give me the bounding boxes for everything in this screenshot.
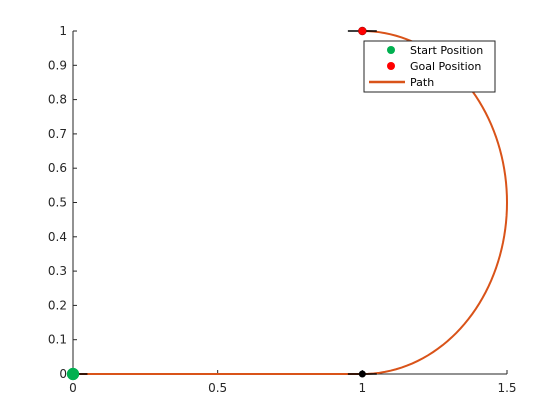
waypoint-marker [358, 370, 366, 378]
x-tick-label: 0 [69, 381, 77, 395]
x-tick-label: 0.5 [208, 381, 227, 395]
legend-marker-symbol [387, 62, 395, 70]
legend-entry-start: Start Position [387, 44, 483, 57]
goal-position-legend-marker [387, 62, 395, 70]
legend-marker-symbol [387, 46, 395, 54]
x-tick-label: 1 [359, 381, 367, 395]
legend-label-start-position: Start Position [410, 44, 483, 57]
legend-entry-path: Path [369, 76, 434, 89]
y-tick-label: 0.8 [48, 93, 67, 107]
legend-label-path: Path [410, 76, 434, 89]
y-tick-label: 0.4 [48, 230, 67, 244]
y-tick-label: 0.2 [48, 298, 67, 312]
x-tick-label: 1.5 [497, 381, 516, 395]
y-tick-label: 0.7 [48, 127, 67, 141]
y-tick-label: 0.6 [48, 161, 67, 175]
y-tick-label: 0 [59, 367, 67, 381]
y-tick-label: 1 [59, 24, 67, 38]
legend-box [363, 40, 496, 93]
axes: 0 0.5 1 1.5 0 0.1 0.2 0.3 0.4 0.5 0.6 0.7 0.8 0.9 1 [48, 24, 517, 395]
legend: Start Position Goal Position Path [363, 40, 496, 93]
y-tick-label: 0.9 [48, 58, 67, 72]
start-position-legend-marker [387, 46, 395, 54]
legend-entry-goal: Goal Position [387, 60, 481, 73]
legend-label-goal-position: Goal Position [410, 60, 481, 73]
y-tick-label: 0.5 [48, 196, 67, 210]
goal-position-marker [358, 26, 367, 36]
start-position-marker [66, 367, 80, 381]
y-tick-label: 0.1 [48, 333, 67, 347]
y-tick-label: 0.3 [48, 264, 67, 278]
